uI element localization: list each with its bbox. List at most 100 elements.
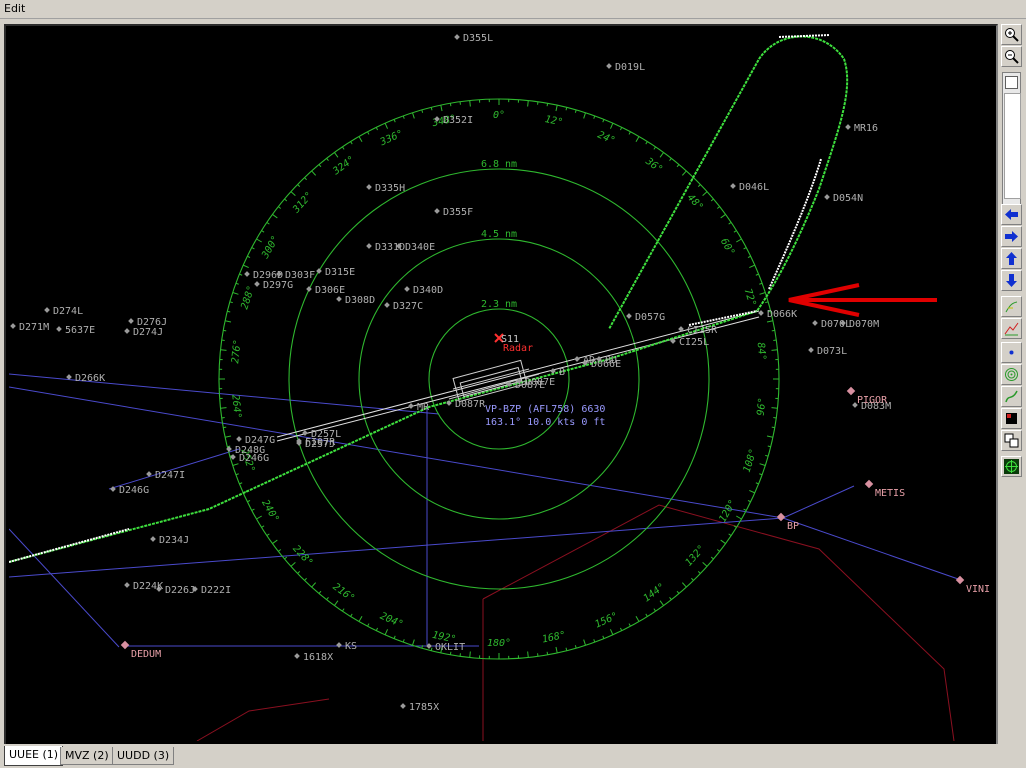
fix-d271m[interactable]: D271M [10,322,49,333]
waypoint-pigor[interactable]: PIGOR [846,386,888,406]
fix-1785x[interactable]: 1785X [400,702,439,713]
fix-d246g[interactable]: D246G [230,453,269,464]
fix-d340d[interactable]: D340D [404,285,443,296]
fix-d224k[interactable]: D224K [124,581,163,592]
fix-mr16[interactable]: MR16 [845,123,878,134]
zoom-scrollbar[interactable] [1002,72,1021,220]
fix-d297g[interactable]: D297G [254,280,293,291]
menu-edit[interactable]: Edit [4,2,26,15]
fix-d083m[interactable]: D083M [852,401,891,412]
fix-d019l[interactable]: D019L [606,62,645,73]
fix-d274l[interactable]: D274L [44,306,83,317]
fix-d234j[interactable]: D234J [150,535,189,546]
fix-d248g[interactable]: D248G [226,445,265,456]
fix-d246g[interactable]: D246G [110,485,149,496]
fix-d335h[interactable]: D335H [366,183,405,194]
aircraft-data-block[interactable]: VP-BZP (AFL758) 6630 163.1° 10.0 kts 0 f… [485,404,605,428]
scroll-box[interactable] [1005,76,1018,89]
fix-ks[interactable]: KS [336,641,357,652]
fix-d355l[interactable]: D355L [454,33,493,44]
window-button[interactable] [1001,430,1022,451]
fix-marker [146,471,152,477]
radar-scope-button[interactable] [1001,456,1022,477]
pan-right-button[interactable] [1001,226,1022,247]
fix-d226j[interactable]: D226J [156,585,195,596]
radar-scope-icon [1004,459,1019,474]
fix-ad[interactable]: AD [574,355,595,366]
bearing-tick [225,435,232,438]
waypoint-dedum[interactable]: DEDUM [120,640,161,660]
tab-uuee[interactable]: UUEE (1) [4,746,64,766]
bearing-tick [733,525,737,528]
fix-d331d[interactable]: D331D [366,242,405,253]
range-rings-button[interactable] [1001,364,1022,385]
pan-left-button[interactable] [1001,204,1022,225]
color-box-button[interactable] [1001,408,1022,429]
fix-d355f[interactable]: D355F [434,207,473,218]
fix-d087r[interactable]: D087R [446,399,486,410]
fix-d073l[interactable]: D073L [808,346,847,357]
bearing-tick [635,136,640,142]
fix-d054n[interactable]: D054N [824,193,863,204]
arrow-left-icon [1005,209,1018,220]
fix-d087e[interactable]: D087E [506,380,545,391]
track-button[interactable] [1001,296,1022,317]
radar-display[interactable]: 2.3 nm 4.5 nm 6.8 nm 0° 12° 24° 36° 48° 60° 72° 8… [9,29,991,741]
bearing-tick [235,282,239,285]
path-button[interactable] [1001,386,1022,407]
fix-ci25r[interactable]: CI25R [678,325,718,336]
fix-marker [230,454,236,460]
fix-marker [408,403,414,409]
fix-d340e[interactable]: D340E [396,242,435,253]
fix-1618x[interactable]: 1618X [294,652,333,663]
fix-d066e[interactable]: D066E [582,359,621,370]
zoom-out-button[interactable] [1001,46,1022,67]
fix-fi07r[interactable]: FI07R [296,437,336,448]
fix-d257l[interactable]: D257L [302,429,341,440]
fix-d057g[interactable]: D057G [626,312,665,323]
fix-mr[interactable]: MR [408,402,430,413]
fix-d222i[interactable]: D222I [192,585,231,596]
fix-d296d[interactable]: D296D [244,270,283,281]
fix-d306e[interactable]: D306E [306,285,345,296]
track-icon [1005,301,1018,313]
bearing-label: 36° [643,155,665,175]
bearing-tick [771,426,775,429]
fix-d087e[interactable]: D087E [516,377,555,388]
bearing-tick [771,349,778,351]
fix-d247g[interactable]: D247G [236,435,275,446]
fix-d266k[interactable]: D266K [66,373,105,384]
scroll-thumb[interactable] [1004,93,1021,199]
waypoint-label: VINI [966,584,990,595]
fix-d308d[interactable]: D308D [336,295,375,306]
bearing-tick [239,482,243,485]
fix-d066k[interactable]: D066K [758,309,797,320]
fix-ci25l[interactable]: CI25L [670,337,709,348]
range-ring-label: 2.3 nm [481,299,517,310]
fix-d247i[interactable]: D247I [146,470,185,481]
pan-up-button[interactable] [1001,248,1022,269]
fix-d352i[interactable]: D352I [434,115,473,126]
fix-b[interactable]: B [550,367,565,378]
fix-marker [840,320,846,326]
tab-uudd[interactable]: UUDD (3) [112,747,175,765]
fix-d303f[interactable]: D303F [276,270,315,281]
center-button[interactable] [1001,342,1022,363]
waypoint-metis[interactable]: METIS [864,479,905,499]
waypoint-vini[interactable]: VINI [955,575,990,595]
fix-bu[interactable]: BU [596,355,617,366]
zoom-in-button[interactable] [1001,24,1022,45]
fix-d276j[interactable]: D276J [128,317,167,328]
fix-oklit[interactable]: OKLIT [426,642,465,653]
fix-d046l[interactable]: D046L [730,182,769,193]
fix-d274j[interactable]: D274J [124,327,163,338]
fix-d070l[interactable]: D070L [812,319,851,330]
tab-mvz[interactable]: MVZ (2) [60,747,114,765]
chart-button[interactable] [1001,318,1022,339]
bearing-tick [284,556,288,560]
fix-d315e[interactable]: D315E [316,267,355,278]
fix-d327c[interactable]: D327C [384,301,423,312]
pan-down-button[interactable] [1001,270,1022,291]
fix-d070m[interactable]: D070M [840,319,879,330]
fix-5637e[interactable]: 5637E [56,325,95,336]
